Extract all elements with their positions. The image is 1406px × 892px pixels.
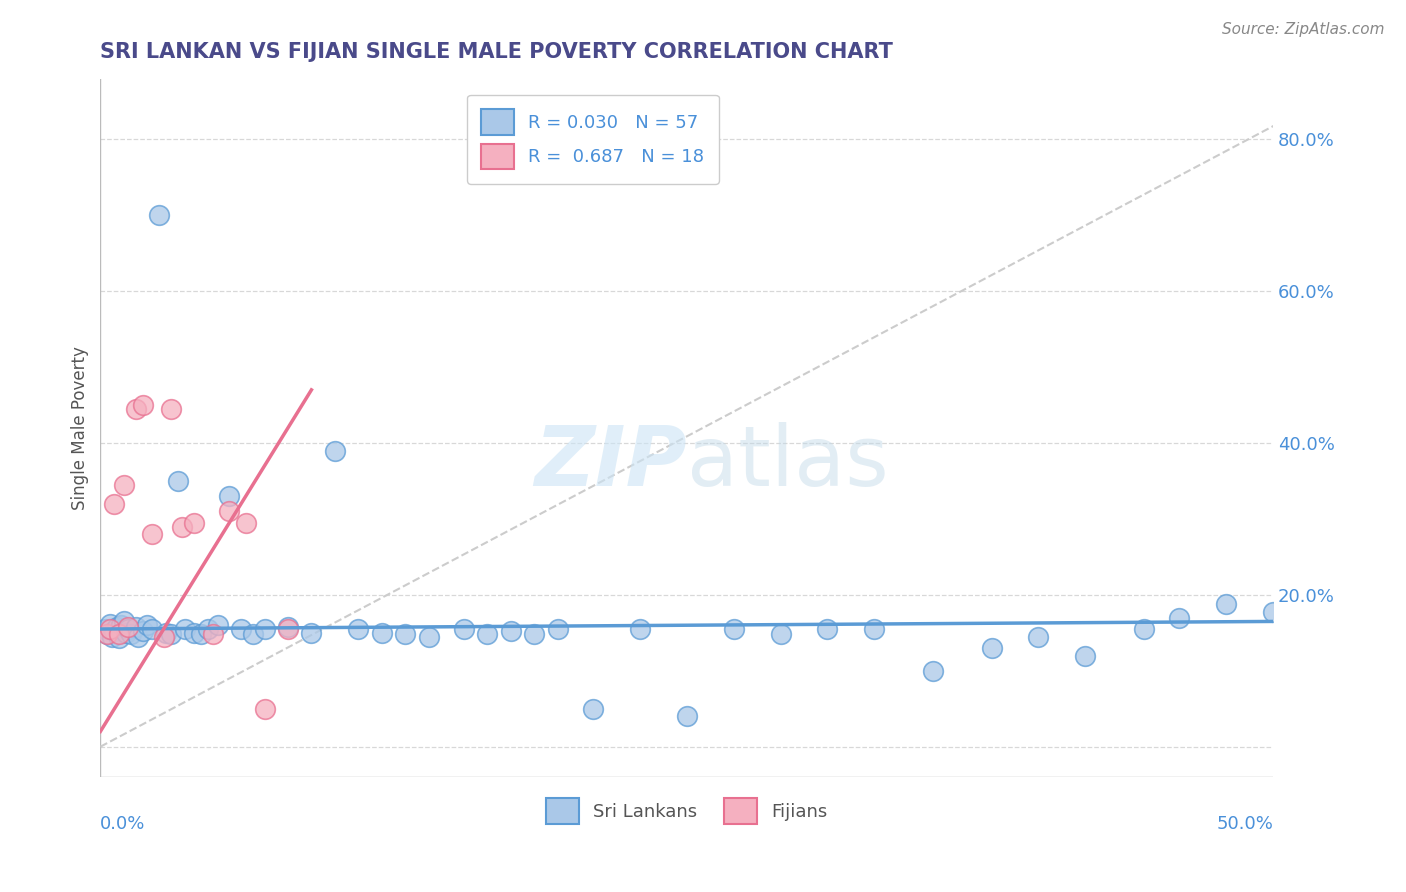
Point	[547, 622, 569, 636]
Point	[523, 627, 546, 641]
Point	[499, 624, 522, 638]
Point	[127, 630, 149, 644]
Point	[1168, 610, 1191, 624]
Point	[418, 630, 440, 644]
Point	[94, 622, 117, 636]
Point	[103, 497, 125, 511]
Point	[172, 519, 194, 533]
Point	[253, 702, 276, 716]
Point	[152, 630, 174, 644]
Legend: Sri Lankans, Fijians: Sri Lankans, Fijians	[538, 791, 835, 831]
Point	[277, 622, 299, 636]
Point	[117, 620, 139, 634]
Point	[347, 622, 370, 636]
Point	[628, 622, 651, 636]
Point	[229, 622, 252, 636]
Point	[131, 398, 153, 412]
Point	[242, 627, 264, 641]
Point	[103, 624, 125, 639]
Point	[98, 622, 121, 636]
Point	[301, 625, 323, 640]
Point	[190, 627, 212, 641]
Point	[112, 477, 135, 491]
Point	[1074, 648, 1097, 663]
Point	[371, 625, 394, 640]
Point	[323, 443, 346, 458]
Y-axis label: Single Male Poverty: Single Male Poverty	[72, 346, 89, 509]
Text: 0.0%: 0.0%	[100, 815, 146, 833]
Point	[207, 618, 229, 632]
Point	[96, 627, 118, 641]
Point	[166, 474, 188, 488]
Point	[155, 625, 177, 640]
Point	[980, 640, 1002, 655]
Point	[117, 622, 139, 636]
Point	[124, 620, 146, 634]
Point	[108, 627, 131, 641]
Point	[477, 627, 499, 641]
Point	[96, 627, 118, 641]
Point	[723, 622, 745, 636]
Point	[136, 618, 159, 632]
Point	[183, 625, 205, 640]
Point	[183, 516, 205, 530]
Point	[582, 702, 605, 716]
Point	[173, 622, 195, 636]
Point	[1028, 630, 1050, 644]
Point	[115, 625, 138, 640]
Point	[105, 620, 128, 634]
Point	[141, 622, 163, 636]
Point	[110, 618, 132, 632]
Text: Source: ZipAtlas.com: Source: ZipAtlas.com	[1222, 22, 1385, 37]
Text: atlas: atlas	[686, 422, 889, 503]
Text: SRI LANKAN VS FIJIAN SINGLE MALE POVERTY CORRELATION CHART: SRI LANKAN VS FIJIAN SINGLE MALE POVERTY…	[100, 42, 893, 62]
Point	[769, 627, 792, 641]
Point	[159, 627, 181, 641]
Point	[815, 622, 838, 636]
Point	[235, 516, 257, 530]
Point	[98, 616, 121, 631]
Point	[922, 664, 945, 678]
Point	[120, 627, 142, 641]
Text: ZIP: ZIP	[534, 422, 686, 503]
Text: 50.0%: 50.0%	[1216, 815, 1272, 833]
Point	[394, 627, 416, 641]
Point	[131, 624, 153, 638]
Point	[148, 208, 170, 222]
Point	[159, 401, 181, 416]
Point	[253, 622, 276, 636]
Point	[1215, 597, 1237, 611]
Point	[675, 709, 697, 723]
Point	[112, 615, 135, 629]
Point	[101, 630, 124, 644]
Point	[863, 622, 886, 636]
Point	[197, 622, 219, 636]
Point	[453, 622, 475, 636]
Point	[218, 489, 240, 503]
Point	[277, 620, 299, 634]
Point	[1133, 622, 1156, 636]
Point	[218, 504, 240, 518]
Point	[108, 631, 131, 645]
Point	[124, 401, 146, 416]
Point	[1261, 605, 1284, 619]
Point	[201, 627, 224, 641]
Point	[141, 527, 163, 541]
